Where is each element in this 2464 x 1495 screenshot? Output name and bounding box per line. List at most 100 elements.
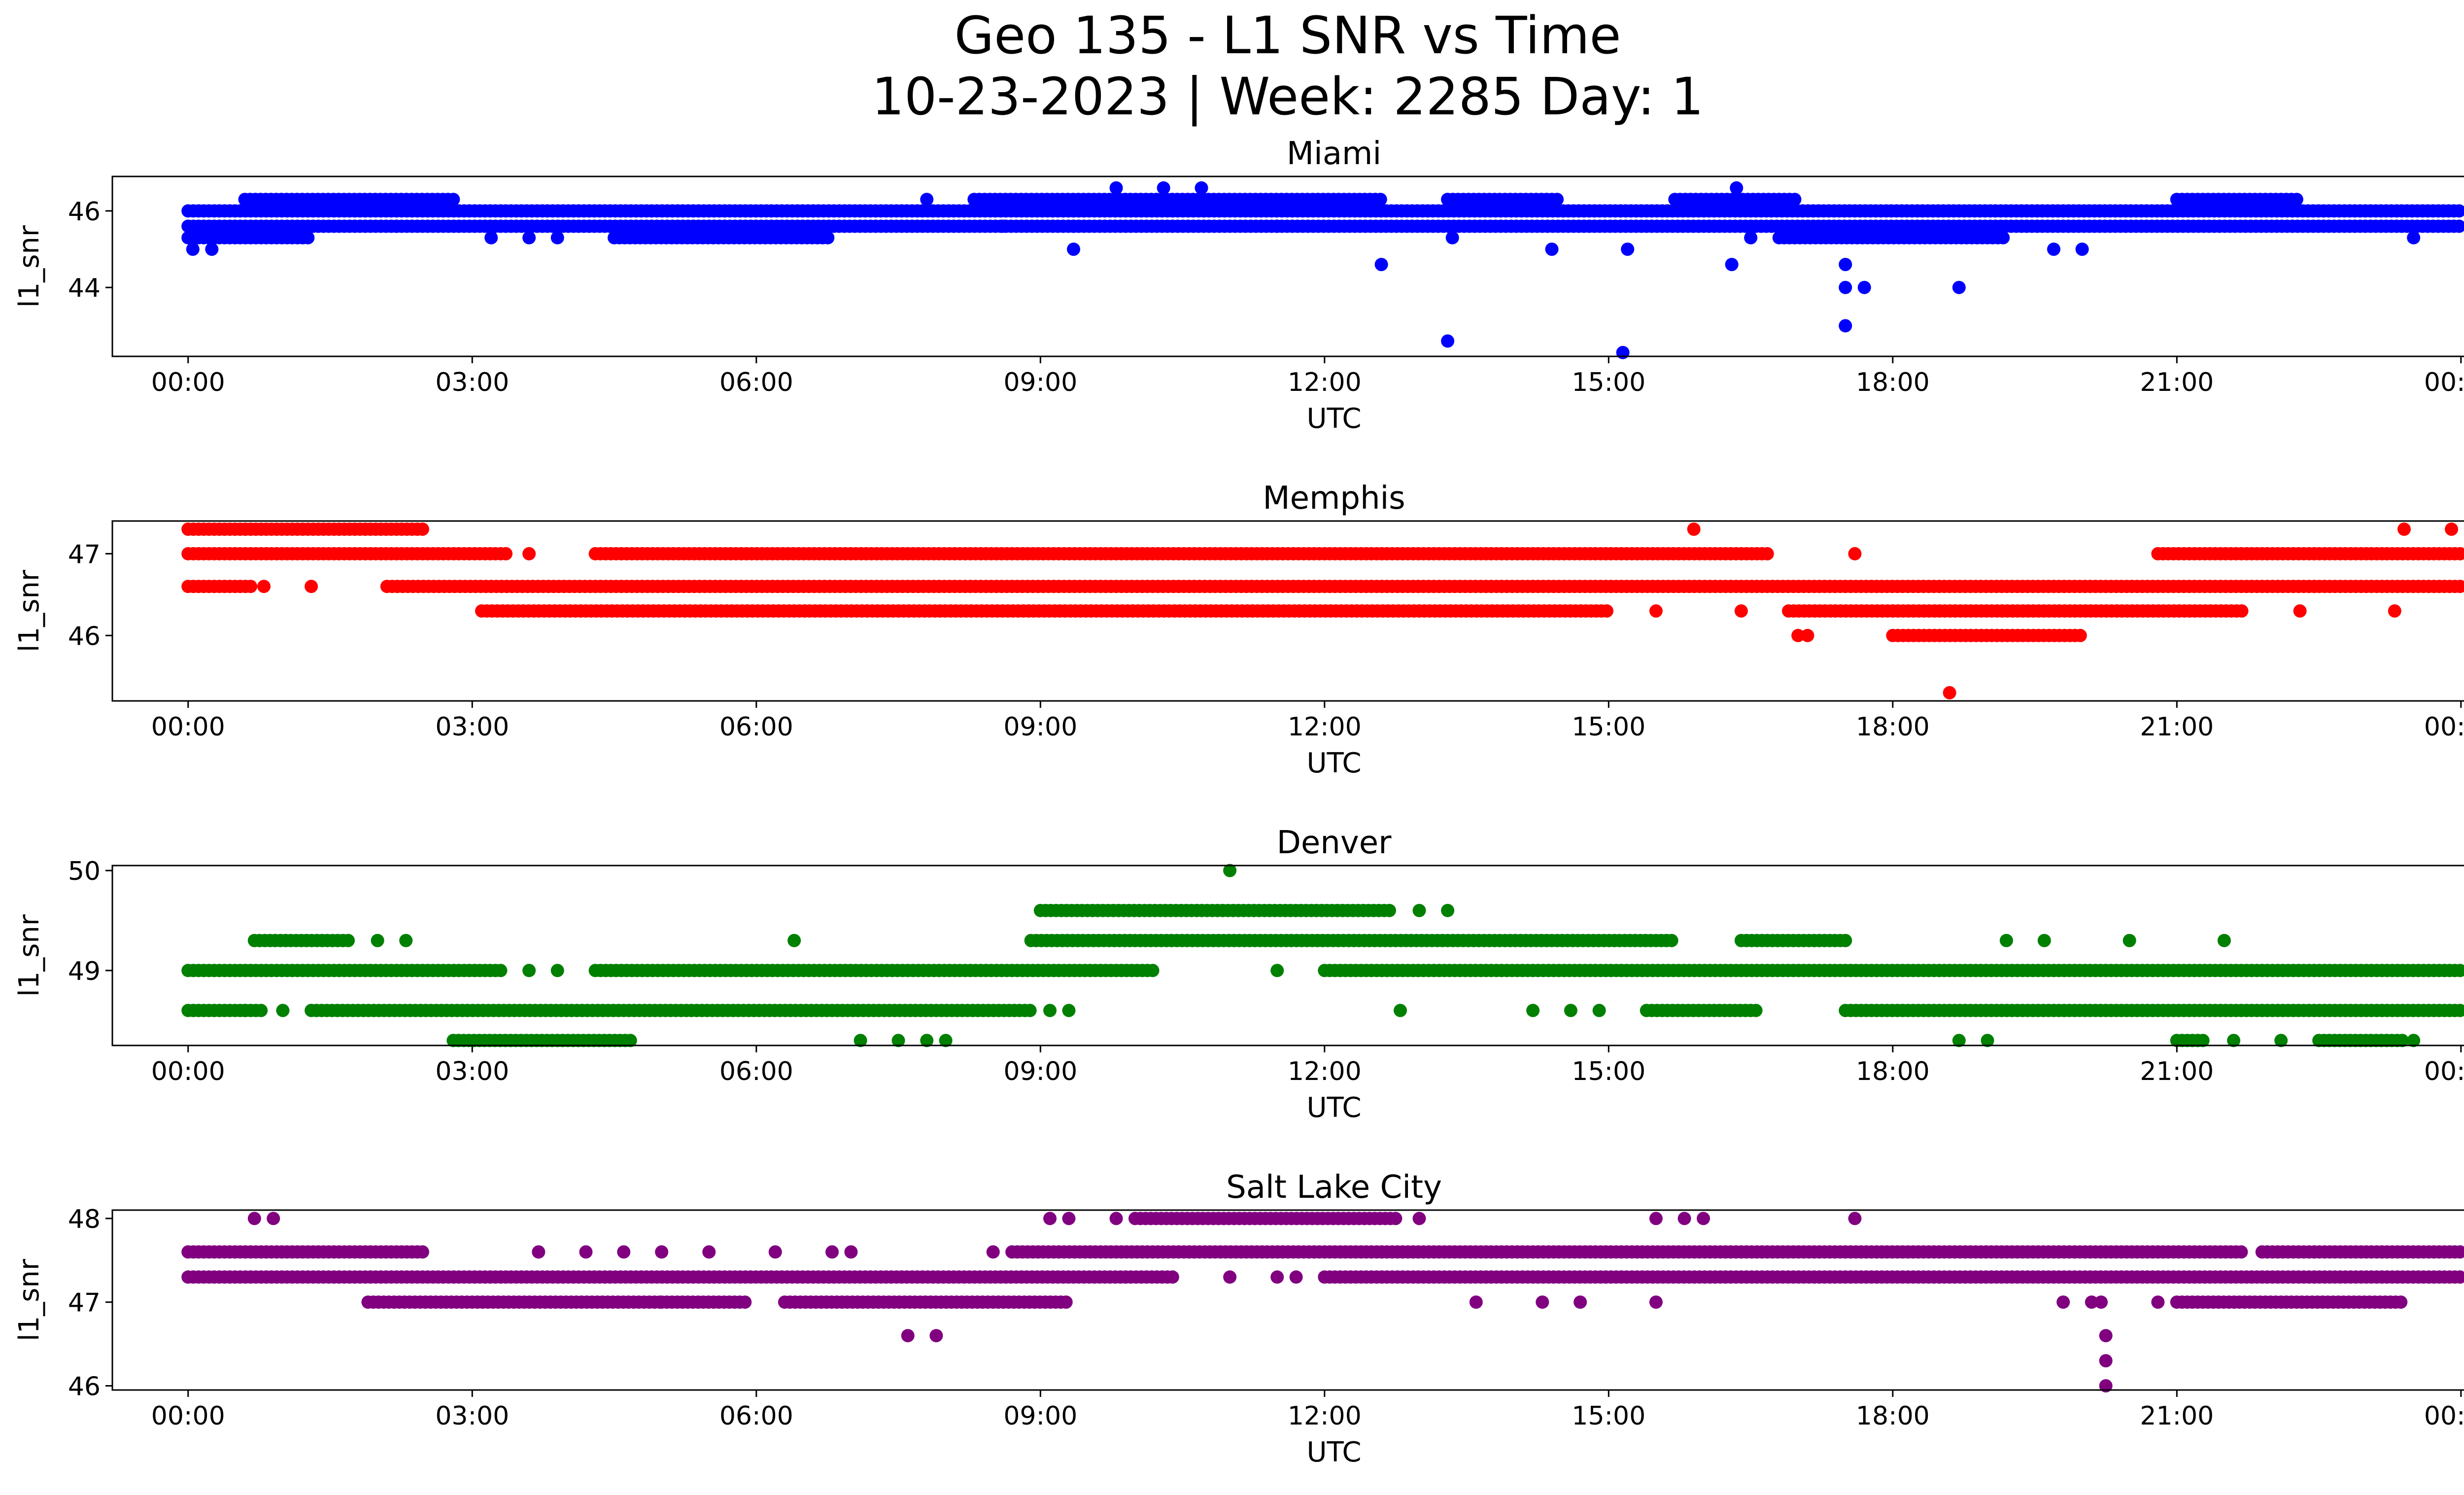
point-band-memphis-1 (588, 547, 1774, 560)
point-band-miami-1 (181, 204, 2464, 218)
x-tick-label-salt-lake-city: 21:00 (2140, 1401, 2214, 1431)
figure-title: Geo 135 - L1 SNR vs Time 10-23-2023 | We… (0, 5, 2464, 127)
data-point (1730, 181, 1744, 195)
point-band-miami-0 (181, 219, 2464, 233)
point-band-miami-4 (1441, 193, 1564, 207)
point-band-memphis-3 (181, 522, 429, 536)
point-band-salt-lake-city-3 (181, 1270, 1179, 1284)
data-point (390, 219, 403, 233)
data-point (1469, 1295, 1483, 1309)
data-point (1059, 1295, 1073, 1309)
data-point (2453, 547, 2464, 560)
data-point (1536, 1295, 1549, 1309)
data-point (1665, 934, 1678, 947)
data-point (2397, 522, 2411, 536)
x-axis-label-miami: UTC (1306, 403, 1361, 435)
data-point (920, 193, 934, 207)
x-tick-label-salt-lake-city: 00:00 (2424, 1401, 2464, 1431)
y-axis-label-miami: l1_snr (13, 225, 45, 308)
data-point (244, 580, 258, 593)
y-tick-label-memphis: 47 (68, 540, 101, 569)
data-point (1412, 904, 1426, 917)
point-band-denver-3 (181, 1004, 268, 1017)
data-point (2453, 1004, 2464, 1017)
data-point (1839, 258, 1852, 272)
data-point (499, 547, 513, 560)
data-point (1999, 934, 2013, 947)
x-tick-label-denver: 21:00 (2140, 1057, 2214, 1086)
x-tick-label-miami: 15:00 (1572, 368, 1645, 397)
data-point (2445, 522, 2459, 536)
data-point (1839, 319, 1852, 333)
point-band-salt-lake-city-7 (778, 1295, 1073, 1309)
data-point (1445, 231, 1459, 244)
data-point (1374, 258, 1388, 272)
point-band-denver-12 (2170, 1034, 2210, 1047)
point-band-salt-lake-city-2 (2255, 1245, 2464, 1259)
x-tick-label-denver: 15:00 (1572, 1057, 1645, 1086)
data-point (2452, 204, 2464, 218)
data-point (1734, 604, 1748, 618)
data-point (2122, 934, 2136, 947)
data-point (484, 231, 498, 244)
panel-title-miami: Miami (1287, 136, 1381, 172)
data-point (2293, 604, 2307, 618)
y-tick-label-denver: 50 (68, 857, 101, 886)
x-tick-label-salt-lake-city: 09:00 (1003, 1401, 1077, 1431)
data-point (1550, 193, 1564, 207)
axes-frame-denver (111, 865, 2464, 1046)
point-band-memphis-0 (181, 547, 513, 560)
y-axis-label-memphis: l1_snr (13, 569, 45, 652)
data-point (1062, 1212, 1076, 1225)
data-point (2075, 243, 2089, 256)
y-tick-label-salt-lake-city: 46 (68, 1372, 101, 1402)
data-point (854, 1034, 867, 1047)
panel-memphis: Memphis 00:00 03:00 06:00 09:00 12:00 15:00 18:… (13, 480, 2464, 779)
panel-miami: Miami 00:00 03:00 06:00 09:00 12:00 15:00 18:00… (13, 136, 2464, 435)
point-band-denver-0 (181, 964, 508, 977)
data-point (2073, 628, 2087, 642)
data-point (1677, 1212, 1691, 1225)
data-point (305, 580, 318, 593)
data-point (1697, 1212, 1710, 1225)
data-point (655, 1245, 669, 1259)
data-point (901, 1329, 915, 1343)
x-tick-label-memphis: 03:00 (435, 712, 509, 742)
y-tick-label-salt-lake-city: 48 (68, 1205, 101, 1234)
data-point (2056, 1295, 2070, 1309)
data-point (1270, 219, 1284, 233)
point-band-memphis-6 (475, 604, 1613, 618)
data-point (939, 1034, 953, 1047)
panel-title-salt-lake-city: Salt Lake City (1226, 1169, 1442, 1206)
data-point (1289, 1270, 1303, 1284)
point-band-memphis-8 (1886, 628, 2087, 642)
data-points-salt-lake-city (181, 1212, 2464, 1392)
data-point (2099, 1329, 2113, 1343)
data-point (415, 522, 429, 536)
data-point (2234, 1245, 2248, 1259)
data-point (342, 934, 355, 947)
x-tick-label-miami: 12:00 (1288, 368, 1362, 397)
point-band-denver-4 (305, 1004, 1037, 1017)
data-point (1067, 219, 1080, 233)
point-band-miami-5 (1668, 193, 1802, 207)
data-point (1146, 964, 1160, 977)
data-point (1839, 934, 1852, 947)
point-band-memphis-7 (1781, 604, 2249, 618)
data-point (247, 1212, 261, 1225)
data-point (522, 231, 536, 244)
data-point (2453, 1245, 2464, 1259)
x-tick-label-miami: 06:00 (719, 368, 793, 397)
x-tick-label-salt-lake-city: 15:00 (1572, 1401, 1645, 1431)
y-tick-label-miami: 44 (68, 274, 101, 303)
point-band-salt-lake-city-0 (181, 1245, 429, 1259)
panel-denver: Denver 00:00 03:00 06:00 09:00 12:00 15:00 18:0… (13, 825, 2464, 1124)
point-band-salt-lake-city-5 (361, 1295, 667, 1309)
data-point (399, 934, 413, 947)
x-tick-label-denver: 18:00 (1856, 1057, 1930, 1086)
data-point (532, 1245, 546, 1259)
data-point (1649, 1295, 1663, 1309)
data-point (371, 934, 384, 947)
data-point (617, 1245, 631, 1259)
data-point (1223, 864, 1237, 877)
